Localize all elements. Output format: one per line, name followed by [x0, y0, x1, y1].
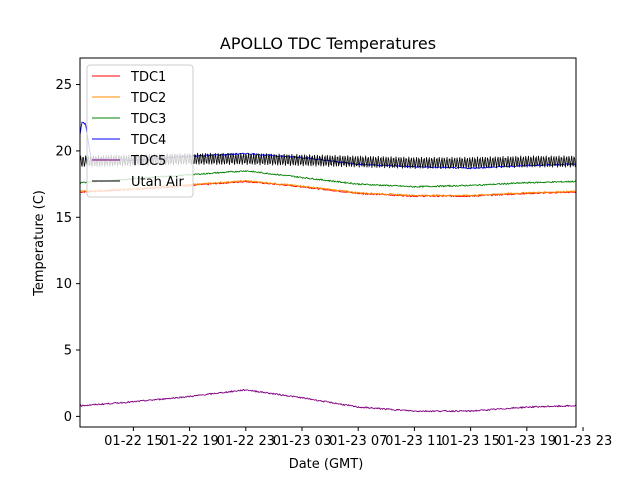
- x-tick-label: 01-23 19: [498, 434, 556, 449]
- y-tick-label: 15: [55, 211, 72, 226]
- legend-box: [86, 64, 194, 198]
- legend-label-tdc1: TDC1: [130, 70, 166, 85]
- y-tick-label: 0: [64, 410, 72, 425]
- y-axis-label: Temperature (C): [32, 190, 47, 297]
- legend-label-tdc3: TDC3: [130, 112, 166, 127]
- x-tick-label: 01-23 07: [329, 434, 387, 449]
- y-tick-label: 25: [55, 78, 72, 93]
- plot-frame: [79, 57, 577, 428]
- y-tick-label: 20: [55, 144, 72, 159]
- y-tick-label: 5: [64, 344, 72, 359]
- x-tick-label: 01-22 15: [104, 434, 162, 449]
- legend-label-tdc4: TDC4: [130, 133, 166, 148]
- legend-label-utah-air: Utah Air: [131, 175, 184, 190]
- x-tick-label: 01-23 03: [273, 434, 331, 449]
- chart-title: APOLLO TDC Temperatures: [220, 34, 436, 53]
- y-axis: 0 5 10 15 20 25: [55, 78, 80, 425]
- x-tick-label: 01-23 23: [554, 434, 612, 449]
- x-tick-label: 01-23 11: [385, 434, 443, 449]
- x-tick-label: 01-23 15: [441, 434, 499, 449]
- legend-label-tdc2: TDC2: [130, 91, 166, 106]
- legend: TDC1 TDC2 TDC3 TDC4 TDC5 Utah Air: [86, 64, 194, 198]
- y-tick-label: 10: [55, 277, 72, 292]
- x-tick-label: 01-22 23: [217, 434, 275, 449]
- legend-label-tdc5: TDC5: [130, 154, 166, 169]
- series-line-tdc5: [79, 388, 577, 413]
- x-tick-label: 01-22 19: [160, 434, 218, 449]
- x-axis-label: Date (GMT): [289, 457, 364, 472]
